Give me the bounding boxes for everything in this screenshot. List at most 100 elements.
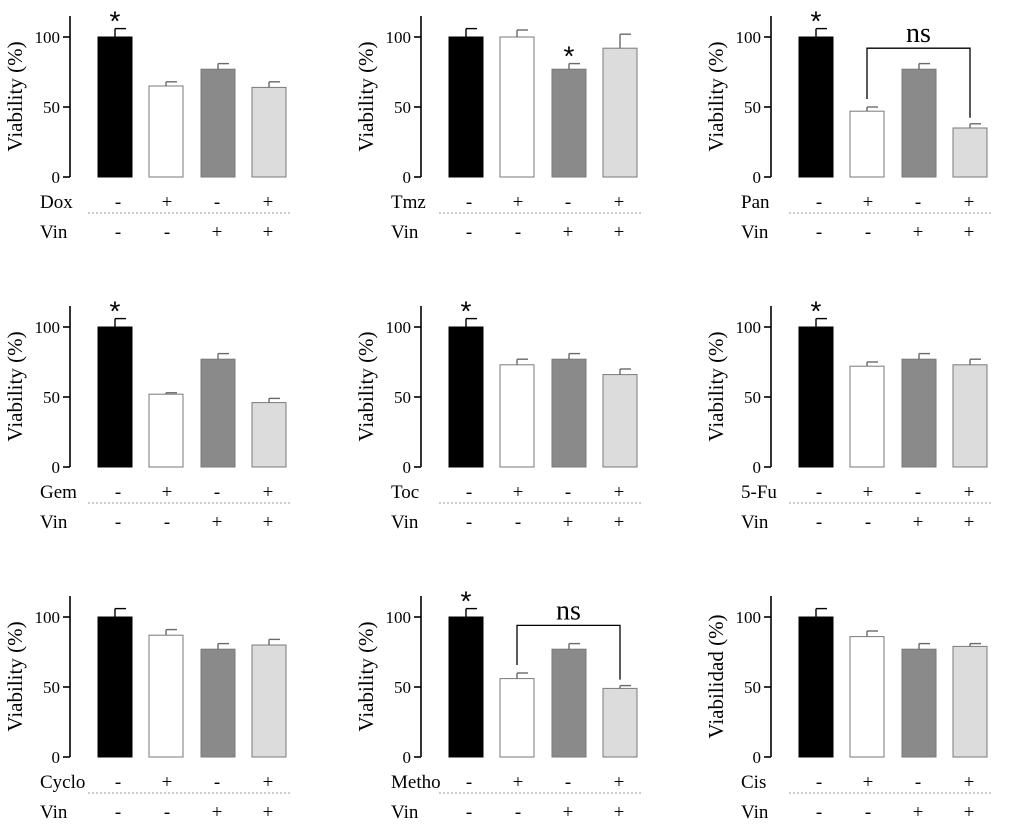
drug-sign-0: - <box>816 192 822 213</box>
drug-sign-0: - <box>466 192 472 213</box>
drug-label: 5-Fu <box>741 482 777 503</box>
bar-3 <box>602 47 638 178</box>
vin-sign-3: + <box>263 802 274 823</box>
drug-sign-2: - <box>565 192 571 213</box>
y-tick-label: 50 <box>744 98 761 117</box>
chart-panel-pan: 0 50 100 Viability (%) * ns Pan Vin - + - + - - + + <box>704 6 991 243</box>
y-tick-label: 50 <box>43 388 60 407</box>
vin-label: Vin <box>741 222 769 243</box>
vin-sign-0: - <box>816 802 822 823</box>
vin-label: Vin <box>391 512 419 533</box>
ns-label: ns <box>906 18 931 49</box>
ns-bracket <box>866 47 971 118</box>
chart-panel-gem: 0 50 100 Viability (%) * Gem Vin - + - + - - + + <box>3 296 290 533</box>
vin-sign-0: - <box>816 222 822 243</box>
vin-sign-2: + <box>212 802 223 823</box>
y-axis-label: Viability (%) <box>354 41 378 151</box>
bar-3 <box>602 374 638 468</box>
vin-label: Vin <box>40 802 68 823</box>
significance-star: * <box>564 41 575 72</box>
y-tick-label: 0 <box>753 458 762 477</box>
bar-0 <box>798 36 834 178</box>
bar-3 <box>602 687 638 758</box>
y-tick-label: 100 <box>35 28 61 47</box>
vin-sign-0: - <box>115 802 121 823</box>
drug-label: Cyclo <box>40 772 85 793</box>
drug-sign-3: + <box>964 772 975 793</box>
vin-sign-2: + <box>212 512 223 533</box>
drug-sign-3: + <box>263 482 274 503</box>
drug-sign-2: - <box>915 772 921 793</box>
bar-3 <box>952 127 988 178</box>
drug-label: Gem <box>40 482 77 503</box>
drug-sign-2: - <box>915 482 921 503</box>
drug-sign-0: - <box>816 482 822 503</box>
y-tick-label: 100 <box>386 318 412 337</box>
vin-sign-0: - <box>816 512 822 533</box>
drug-sign-1: + <box>863 482 874 503</box>
bar-3 <box>251 644 287 758</box>
bar-1 <box>499 364 535 468</box>
chart-panel-metho: 0 50 100 Viability (%) * ns Metho Vin - + - + - - + + <box>354 586 641 823</box>
drug-sign-2: - <box>214 192 220 213</box>
bar-3 <box>952 645 988 758</box>
drug-sign-1: + <box>513 772 524 793</box>
y-axis-label: Viability (%) <box>3 41 27 151</box>
bar-1 <box>849 365 885 468</box>
y-axis-label: Viabilidad (%) <box>704 614 728 738</box>
drug-sign-2: - <box>214 772 220 793</box>
bar-0 <box>798 326 834 468</box>
chart-panel-tmz: 0 50 100 Viability (%) * Tmz Vin - + - + - - + + <box>354 16 641 243</box>
chart-panel-cyclo: 0 50 100 Viability (%) Cyclo Vin - + - + - - + + <box>3 596 290 823</box>
vin-sign-0: - <box>466 512 472 533</box>
y-axis-label: Viability (%) <box>704 331 728 441</box>
significance-star: * <box>461 296 472 327</box>
vin-sign-2: + <box>212 222 223 243</box>
vin-sign-1: - <box>865 802 871 823</box>
vin-sign-1: - <box>164 222 170 243</box>
bar-0 <box>448 326 484 468</box>
drug-label: Tmz <box>391 192 426 213</box>
drug-sign-2: - <box>565 482 571 503</box>
drug-sign-0: - <box>466 772 472 793</box>
bar-1 <box>148 634 184 758</box>
vin-sign-1: - <box>515 802 521 823</box>
y-tick-label: 100 <box>35 318 61 337</box>
chart-panel-5-fu: 0 50 100 Viability (%) * 5-Fu Vin - + - + - - + + <box>704 296 991 533</box>
y-tick-label: 50 <box>394 678 411 697</box>
vin-sign-3: + <box>614 222 625 243</box>
y-tick-label: 50 <box>744 678 761 697</box>
significance-star: * <box>811 6 822 37</box>
vin-sign-3: + <box>614 512 625 533</box>
vin-sign-3: + <box>964 802 975 823</box>
bar-3 <box>952 364 988 468</box>
ns-bracket <box>516 624 621 680</box>
vin-sign-0: - <box>115 512 121 533</box>
bar-1 <box>499 678 535 758</box>
y-tick-label: 0 <box>403 168 412 187</box>
drug-sign-3: + <box>964 192 975 213</box>
drug-sign-3: + <box>614 482 625 503</box>
vin-sign-0: - <box>466 222 472 243</box>
drug-sign-2: - <box>565 772 571 793</box>
vin-sign-1: - <box>865 222 871 243</box>
bar-0 <box>448 36 484 178</box>
vin-sign-2: + <box>563 802 574 823</box>
bar-2 <box>901 648 937 758</box>
chart-panel-cis: 0 50 100 Viabilidad (%) Cis Vin - + - + - - + + <box>704 596 991 823</box>
y-tick-label: 0 <box>52 458 61 477</box>
y-tick-label: 50 <box>43 98 60 117</box>
y-tick-label: 100 <box>35 608 61 627</box>
y-tick-label: 100 <box>386 608 412 627</box>
vin-label: Vin <box>741 512 769 533</box>
drug-sign-0: - <box>115 192 121 213</box>
significance-star: * <box>110 6 121 37</box>
drug-sign-1: + <box>162 482 173 503</box>
vin-sign-0: - <box>466 802 472 823</box>
drug-sign-1: + <box>863 192 874 213</box>
bar-0 <box>97 36 133 178</box>
vin-sign-2: + <box>563 512 574 533</box>
drug-sign-3: + <box>964 482 975 503</box>
vin-sign-2: + <box>913 802 924 823</box>
